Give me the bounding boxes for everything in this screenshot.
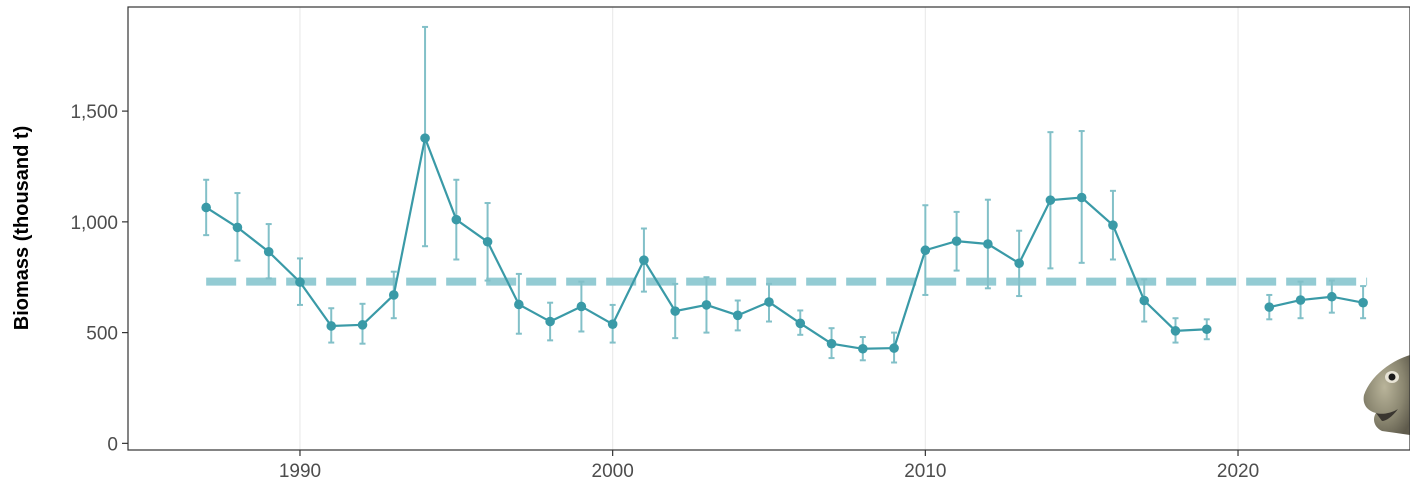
data-point <box>1295 295 1306 305</box>
data-point <box>201 202 211 213</box>
data-point <box>1327 291 1337 302</box>
data-point <box>1201 324 1212 335</box>
data-point <box>420 133 430 143</box>
data-point <box>670 306 680 316</box>
x-tick-label: 2020 <box>1217 461 1259 482</box>
data-points <box>201 133 1368 354</box>
y-tick-label: 500 <box>86 324 118 345</box>
y-axis-title: Biomass (thousand t) <box>11 126 33 330</box>
data-point <box>1076 192 1087 203</box>
data-point <box>1358 297 1368 308</box>
x-tick-label: 2010 <box>904 461 946 482</box>
data-point <box>983 239 993 249</box>
data-point <box>1170 326 1181 336</box>
data-point <box>1045 195 1056 205</box>
data-point <box>451 214 462 225</box>
y-axis: 0 500 1,000 1,500 <box>70 102 128 455</box>
data-point <box>1139 295 1150 306</box>
series-line <box>1269 295 1364 309</box>
x-tick-label: 1990 <box>279 461 321 482</box>
data-point <box>232 222 243 233</box>
data-point <box>795 318 806 329</box>
data-point <box>482 236 493 247</box>
data-point <box>295 277 305 287</box>
data-point <box>701 300 712 310</box>
data-point <box>858 343 868 354</box>
data-point <box>388 290 399 300</box>
y-tick-label: 1,500 <box>70 102 118 123</box>
data-point <box>889 343 899 353</box>
fish-icon <box>1363 355 1410 435</box>
data-point <box>1014 258 1024 269</box>
y-tick-label: 0 <box>107 434 118 455</box>
panel-border <box>127 6 1410 451</box>
data-point <box>545 316 555 327</box>
data-point <box>732 310 743 321</box>
data-point <box>607 319 618 329</box>
data-point <box>764 297 774 307</box>
x-tick-label: 2000 <box>592 461 634 482</box>
data-point <box>951 236 962 246</box>
data-point <box>639 255 649 265</box>
data-point <box>826 338 837 349</box>
x-axis: 1990 2000 2010 2020 <box>279 450 1259 482</box>
data-point <box>514 299 524 310</box>
data-point <box>1264 302 1275 312</box>
data-point <box>1108 220 1118 230</box>
data-point <box>263 246 274 257</box>
data-point <box>576 301 587 312</box>
data-point <box>357 320 368 330</box>
panel-background <box>128 7 1410 450</box>
data-point <box>326 321 337 331</box>
data-point <box>920 245 931 256</box>
y-tick-label: 1,000 <box>70 213 118 234</box>
